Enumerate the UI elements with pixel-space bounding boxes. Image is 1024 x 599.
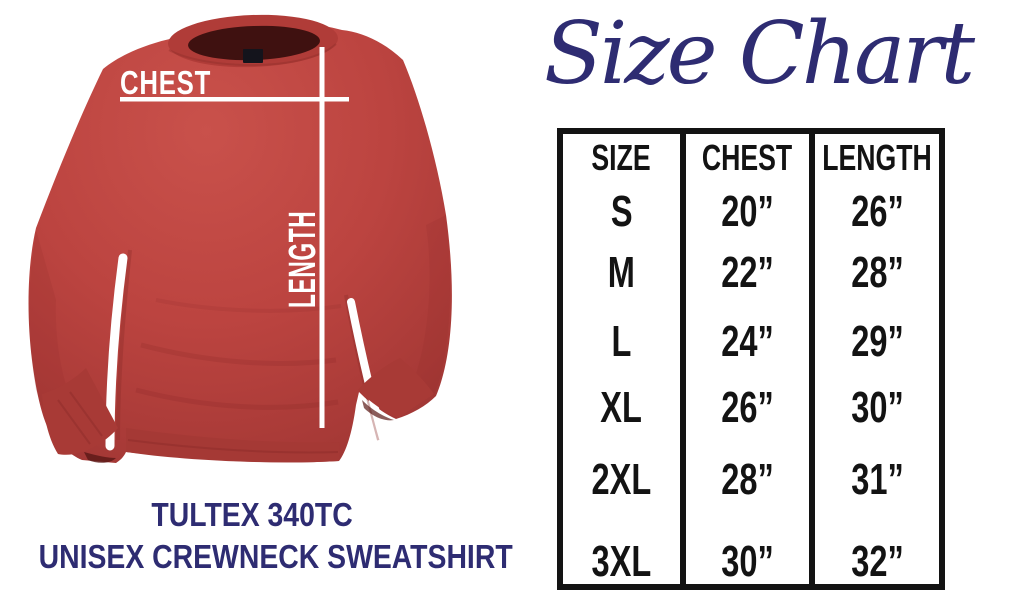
size-cell: S	[610, 187, 633, 236]
hem-rib	[127, 439, 339, 454]
product-name-line1: TULTEX 340TC	[151, 496, 354, 533]
size-cell: 3XL	[591, 537, 652, 586]
length-cell: 26”	[850, 187, 904, 236]
sweatshirt-body	[28, 20, 452, 463]
left-cuff-opening	[84, 452, 116, 463]
crease-line	[135, 387, 339, 410]
right-cuff-opening	[362, 400, 394, 421]
chest-measure-line	[120, 97, 349, 102]
product-name-line2: UNISEX CREWNECK SWEATSHIRT	[38, 538, 513, 575]
length-cell: 29”	[850, 317, 904, 366]
collar-opening	[188, 25, 320, 61]
sleeve-body-gap	[347, 298, 389, 449]
sleeve-shadow	[29, 230, 86, 448]
sweatshirt-photo: CHEST LENGTH	[28, 14, 452, 463]
length-cell: 30”	[850, 383, 904, 432]
size-cell: L	[611, 317, 632, 366]
column-header-length: LENGTH	[822, 137, 932, 178]
size-chart-title: Size Chart	[543, 4, 975, 104]
column-divider	[809, 134, 815, 584]
chest-label: CHEST	[120, 65, 211, 102]
column-divider	[680, 134, 686, 584]
chest-cell: 22”	[721, 248, 774, 297]
cuff-rib	[57, 391, 103, 445]
length-measure-line	[319, 47, 325, 428]
crease-line	[116, 249, 132, 441]
column-header-chest: CHEST	[702, 137, 793, 178]
collar-tag	[243, 49, 263, 63]
sleeve-shadow	[414, 215, 450, 396]
crease-line	[140, 342, 337, 366]
length-cell: 28”	[850, 248, 904, 297]
length-cell: 32”	[850, 537, 904, 586]
size-cell: XL	[600, 383, 643, 432]
chest-cell: 20”	[721, 187, 774, 236]
chest-cell: 28”	[721, 455, 774, 504]
column-header-size: SIZE	[591, 137, 652, 178]
right-cuff	[358, 358, 434, 418]
chest-cell: 26”	[721, 383, 774, 432]
product-name: TULTEX 340TC UNISEX CREWNECK SWEATSHIRT	[0, 496, 513, 573]
size-cell: M	[607, 248, 636, 297]
hem-band	[126, 428, 340, 463]
size-cell: 2XL	[591, 455, 652, 504]
chest-cell: 24”	[721, 317, 774, 366]
length-label: LENGTH	[281, 211, 323, 308]
length-cell: 31”	[850, 455, 904, 504]
size-chart-table: SIZE CHEST LENGTH S 20” 26” M 22” 28” L …	[557, 128, 945, 590]
chest-cell: 30”	[721, 537, 774, 586]
